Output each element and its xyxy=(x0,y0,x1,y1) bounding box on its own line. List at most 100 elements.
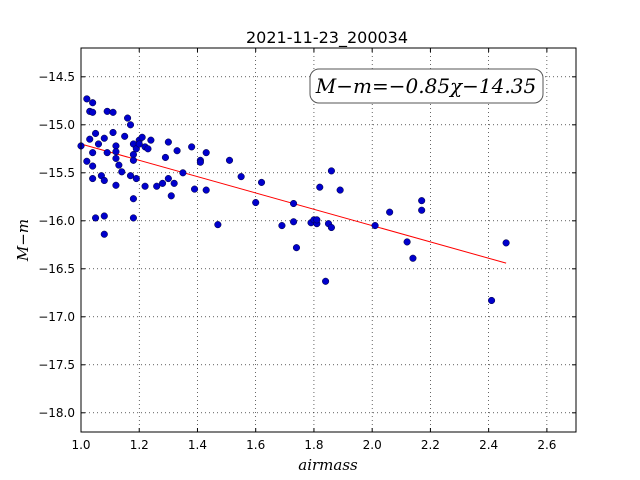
data-point xyxy=(94,140,103,148)
y-tick-label: −17.0 xyxy=(38,310,75,324)
data-point xyxy=(126,172,135,180)
data-point xyxy=(170,179,178,187)
data-point xyxy=(502,239,510,247)
plot-frame xyxy=(80,47,577,433)
y-tick-label: −17.5 xyxy=(38,358,75,372)
data-point xyxy=(147,136,155,144)
data-point xyxy=(252,199,260,207)
data-point xyxy=(327,223,335,232)
y-tick-label: −15.0 xyxy=(38,118,75,132)
x-tick-label: 2.0 xyxy=(363,438,382,452)
data-point xyxy=(112,148,120,156)
data-point xyxy=(141,182,149,190)
fit-annotation: M−m=−0.85χ−14.35 xyxy=(309,68,544,104)
x-tick-label: 2.6 xyxy=(537,438,556,452)
data-point xyxy=(371,222,379,230)
data-point xyxy=(202,149,210,157)
data-point xyxy=(92,214,100,222)
data-point xyxy=(179,169,187,177)
data-point xyxy=(89,175,97,183)
data-point xyxy=(292,244,301,252)
x-tick-label: 1.0 xyxy=(71,438,90,452)
data-point xyxy=(112,154,120,162)
data-point xyxy=(418,197,426,205)
data-point xyxy=(278,222,286,230)
data-point xyxy=(290,199,298,208)
data-point xyxy=(89,162,97,170)
y-axis-label: M−m xyxy=(14,219,32,262)
data-point xyxy=(164,175,172,183)
data-point xyxy=(129,156,137,164)
x-tick-label: 1.4 xyxy=(188,438,207,452)
data-point xyxy=(135,140,143,148)
data-point xyxy=(103,149,111,157)
data-point xyxy=(121,132,129,140)
data-point xyxy=(173,147,181,155)
data-point xyxy=(202,186,210,194)
data-point xyxy=(316,183,324,191)
data-point xyxy=(124,114,132,122)
data-point xyxy=(386,208,394,216)
data-point xyxy=(103,107,111,115)
x-tick-label: 2.4 xyxy=(479,438,498,452)
data-point xyxy=(188,143,196,151)
data-point xyxy=(158,179,167,187)
data-point xyxy=(196,158,204,166)
data-point xyxy=(92,129,100,137)
data-point xyxy=(83,95,91,103)
data-point xyxy=(112,181,120,189)
data-point xyxy=(488,296,496,305)
data-point xyxy=(109,108,117,116)
grid-lines xyxy=(80,48,576,432)
data-point xyxy=(313,216,321,224)
data-point xyxy=(161,153,169,161)
x-tick-label: 1.6 xyxy=(246,438,265,452)
data-point xyxy=(100,212,108,220)
data-point xyxy=(153,182,161,190)
data-point xyxy=(191,185,199,193)
data-point xyxy=(403,238,411,246)
data-point xyxy=(167,192,175,200)
x-tick-label: 1.8 xyxy=(304,438,323,452)
data-point xyxy=(257,178,266,186)
x-axis-label: airmass xyxy=(298,456,358,474)
data-point xyxy=(115,161,123,169)
data-point xyxy=(129,214,137,222)
data-point xyxy=(336,186,344,194)
data-point xyxy=(89,108,97,116)
annotation-text: M−m=−0.85χ−14.35 xyxy=(315,74,536,98)
y-tick-label: −16.0 xyxy=(38,214,75,228)
y-axis-ticks: −14.5 −15.0 −15.5 −16.0 −16.5 −17.0 −17.5 −18.0 xyxy=(38,70,576,420)
data-point xyxy=(89,149,97,157)
data-point xyxy=(290,218,298,226)
data-point xyxy=(237,173,245,181)
data-point xyxy=(83,157,91,165)
data-point xyxy=(322,277,330,285)
data-point xyxy=(126,121,135,129)
x-tick-label: 2.2 xyxy=(421,438,440,452)
data-point xyxy=(164,138,172,146)
data-point xyxy=(89,99,97,107)
data-point xyxy=(225,156,234,164)
data-point xyxy=(100,176,108,185)
y-tick-label: −14.5 xyxy=(38,70,75,84)
y-tick-label: −18.0 xyxy=(38,406,75,420)
data-point xyxy=(86,135,94,143)
data-points xyxy=(77,95,510,305)
chart-title: 2021-11-23_200034 xyxy=(246,28,408,48)
data-point xyxy=(118,168,126,176)
data-point xyxy=(138,133,146,141)
data-point xyxy=(100,230,108,238)
data-point xyxy=(129,195,137,203)
data-point xyxy=(132,175,140,183)
data-point xyxy=(214,221,222,229)
data-point xyxy=(100,134,108,142)
data-point xyxy=(144,145,152,153)
data-point xyxy=(409,254,417,262)
y-tick-label: −16.5 xyxy=(38,262,75,276)
data-point xyxy=(109,128,117,137)
data-point xyxy=(327,167,335,175)
data-point xyxy=(418,206,426,214)
x-axis-ticks: 1.0 1.2 1.4 1.6 1.8 2.0 2.2 2.4 2.6 xyxy=(71,48,556,452)
